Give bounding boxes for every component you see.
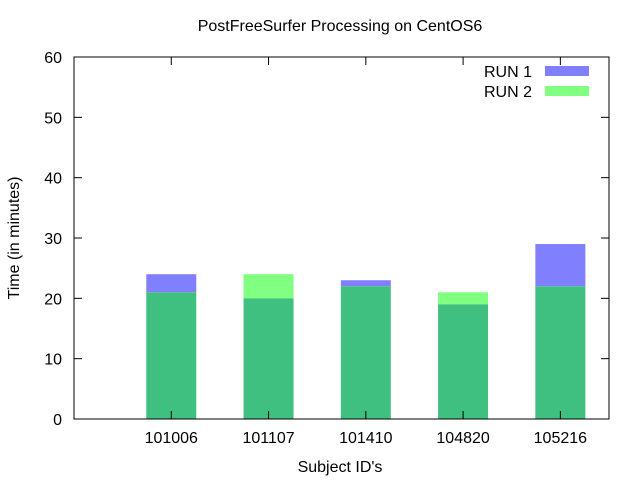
legend-swatch-run-1 [545,66,589,76]
y-tick-label: 50 [44,110,62,127]
x-tick-label-101410: 101410 [339,430,392,447]
y-axis-ticks: 0 10 20 30 40 50 60 [44,50,609,429]
y-axis-label: Time (in minutes) [6,177,23,300]
bar-run-1-105216 [535,244,586,287]
bar-group [146,244,586,419]
x-tick-label-105216: 105216 [534,430,587,447]
bar-run-2-101107 [243,274,294,299]
x-tick-label-104820: 104820 [436,430,489,447]
bar-run-1-101410 [340,280,391,287]
legend-label-run-1: RUN 1 [484,64,532,81]
bar-overlap-101006 [146,292,197,419]
y-tick-label: 20 [44,291,62,308]
legend-label-run-2: RUN 2 [484,84,532,101]
x-tick-label-101006: 101006 [145,430,198,447]
legend: RUN 1 RUN 2 [484,64,589,101]
x-tick-label-101107: 101107 [242,430,294,447]
bar-overlap-101107 [243,298,294,419]
bar-run-1-101006 [146,274,197,293]
y-tick-label: 0 [53,412,62,429]
y-tick-label: 10 [44,352,62,369]
bar-overlap-105216 [535,286,586,419]
x-axis-ticks: 101006 101107 101410 104820 105216 [145,57,587,447]
bar-overlap-104820 [438,304,489,419]
x-axis-label: Subject ID's [298,459,383,476]
bar-overlap-101410 [340,286,391,419]
legend-swatch-run-2 [545,86,589,96]
chart-title: PostFreeSurfer Processing on CentOS6 [198,18,483,35]
y-tick-label: 30 [44,231,62,248]
bar-run-2-104820 [438,292,489,305]
y-tick-label: 60 [44,50,62,67]
y-tick-label: 40 [44,171,62,188]
